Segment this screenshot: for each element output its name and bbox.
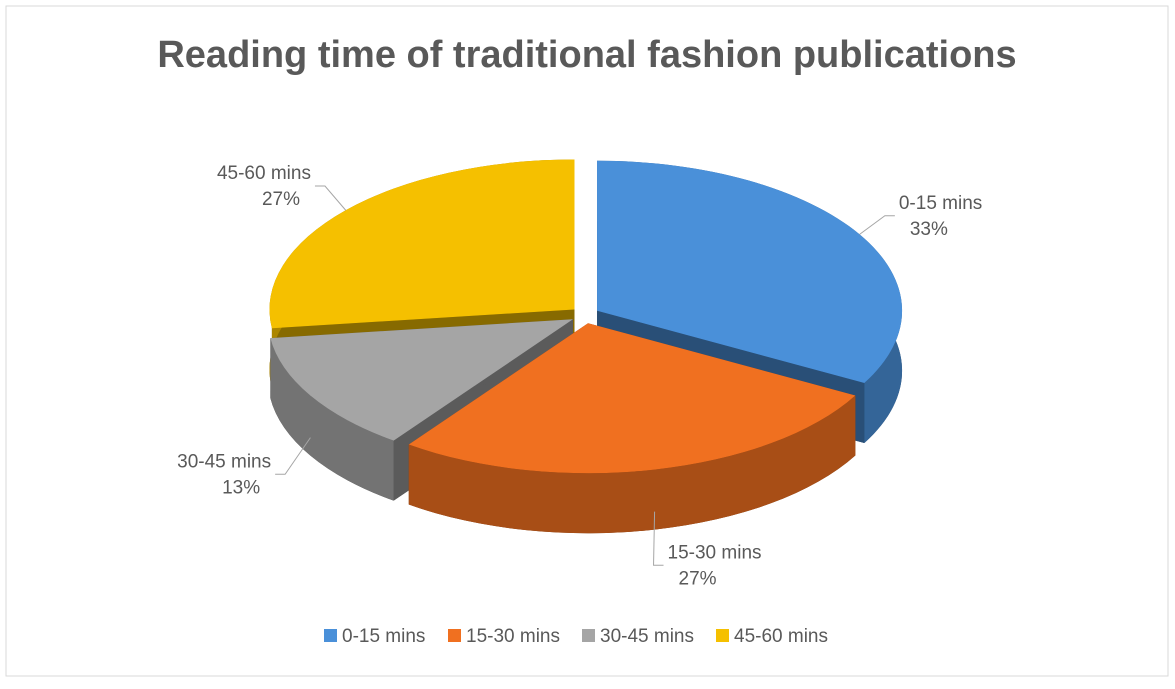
leader-line xyxy=(653,511,664,566)
legend-swatch xyxy=(716,629,729,642)
legend-swatch xyxy=(324,629,337,642)
data-label-category: 15-30 mins xyxy=(668,542,762,563)
legend-label: 45-60 mins xyxy=(734,626,828,647)
legend-swatch xyxy=(582,629,595,642)
data-label-category: 30-45 mins xyxy=(177,451,271,472)
data-label-category: 45-60 mins xyxy=(217,163,311,184)
data-label-value: 27% xyxy=(679,568,717,589)
leader-line xyxy=(314,185,347,211)
leader-line xyxy=(275,437,311,475)
data-label-value: 13% xyxy=(222,477,260,498)
data-label-value: 27% xyxy=(262,189,300,210)
legend-label: 30-45 mins xyxy=(600,626,694,647)
leader-line xyxy=(859,215,895,235)
chart-title: Reading time of traditional fashion publ… xyxy=(157,34,1016,76)
slice-rim xyxy=(408,395,856,534)
slice-rim xyxy=(270,338,394,501)
slice xyxy=(270,319,573,441)
slice xyxy=(408,323,856,474)
legend-swatch xyxy=(448,629,461,642)
slice xyxy=(597,160,903,383)
slice xyxy=(269,159,575,329)
legend-label: 0-15 mins xyxy=(342,626,425,647)
legend-label: 15-30 mins xyxy=(466,626,560,647)
data-label-value: 33% xyxy=(910,219,948,240)
data-label-category: 0-15 mins xyxy=(899,193,982,214)
